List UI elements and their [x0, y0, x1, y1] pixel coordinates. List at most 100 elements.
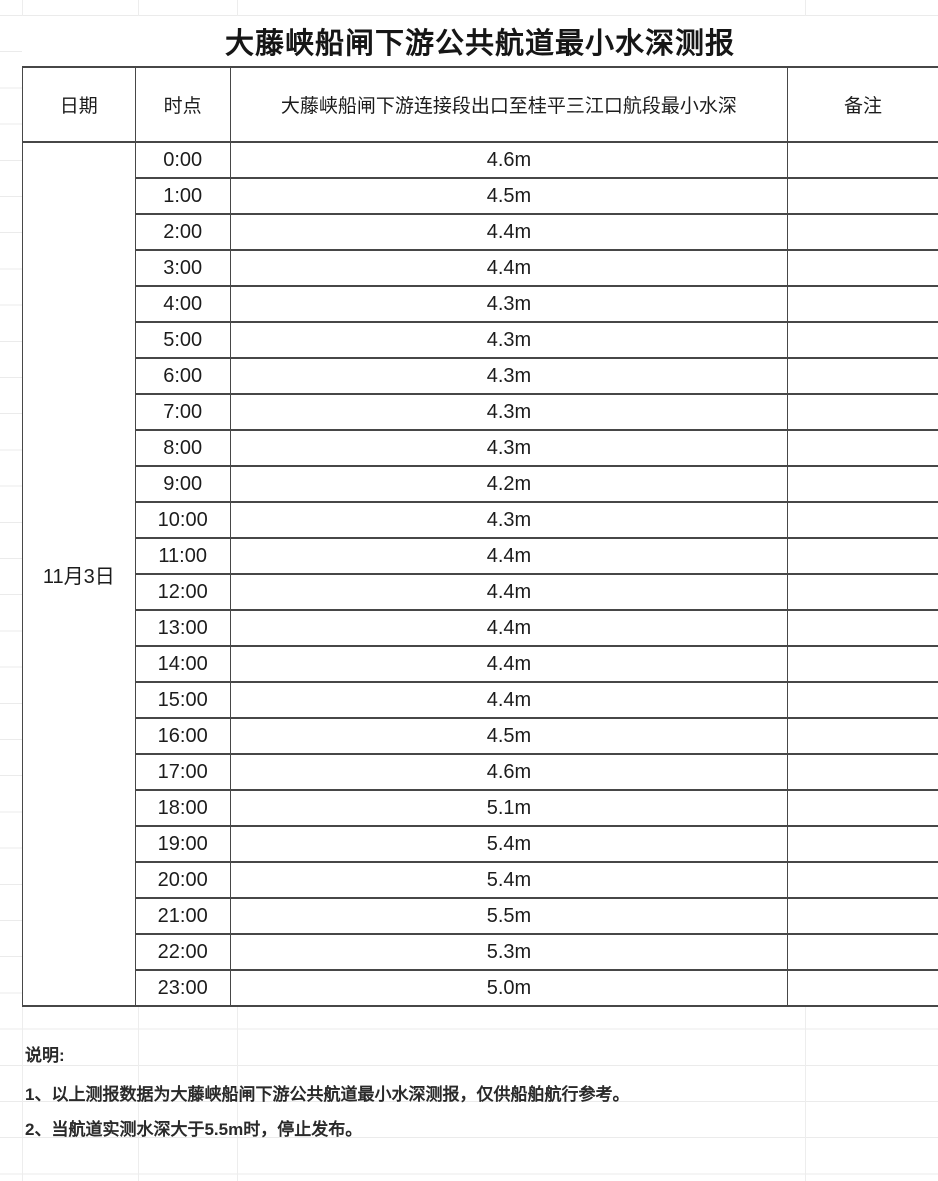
- time-cell: 14:00: [134, 645, 231, 683]
- table-row: 17:00 4.6m: [23, 753, 938, 791]
- depth-cell: 4.3m: [229, 357, 789, 395]
- depth-cell: 4.3m: [229, 501, 789, 539]
- table-row: 1:00 4.5m: [23, 177, 938, 215]
- remark-cell: [787, 537, 938, 575]
- notes-label: 说明:: [25, 1046, 65, 1065]
- depth-cell: 4.4m: [229, 573, 789, 611]
- table-row: 11:00 4.4m: [23, 537, 938, 575]
- time-cell: 1:00: [134, 177, 231, 215]
- title-row: 大藤峡船闸下游公共航道最小水深测报: [22, 16, 938, 66]
- time-cell: 12:00: [134, 573, 231, 611]
- depth-table-body: 11月3日 0:00 4.6m 1:00 4.5m 2:00 4.4m 3:00 4.4m 4:0…: [22, 141, 938, 1007]
- table-row: 15:00 4.4m: [23, 681, 938, 719]
- remark-cell: [787, 429, 938, 467]
- remark-cell: [787, 285, 938, 323]
- table-row: 6:00 4.3m: [23, 357, 938, 395]
- table-row: 12:00 4.4m: [23, 573, 938, 611]
- remark-cell: [787, 213, 938, 251]
- table-row: 10:00 4.3m: [23, 501, 938, 539]
- table-row: 9:00 4.2m: [23, 465, 938, 503]
- time-cell: 3:00: [134, 249, 231, 287]
- depth-cell: 4.3m: [229, 321, 789, 359]
- depth-cell: 4.6m: [229, 141, 789, 179]
- depth-cell: 4.3m: [229, 393, 789, 431]
- remark-cell: [787, 177, 938, 215]
- time-cell: 22:00: [134, 933, 231, 971]
- depth-cell: 4.3m: [229, 429, 789, 467]
- table-row: 19:00 5.4m: [23, 825, 938, 863]
- notes-section: 说明: 1、以上测报数据为大藤峡船闸下游公共航道最小水深测报，仅供船舶航行参考。…: [25, 1046, 915, 1140]
- remark-cell: [787, 141, 938, 179]
- date-cell: 11月3日: [22, 141, 136, 1007]
- table-row: 18:00 5.1m: [23, 789, 938, 827]
- table-row: 2:00 4.4m: [23, 213, 938, 251]
- depth-cell: 5.5m: [229, 897, 789, 935]
- depth-cell: 4.4m: [229, 609, 789, 647]
- remark-cell: [787, 501, 938, 539]
- table-row: 7:00 4.3m: [23, 393, 938, 431]
- time-cell: 20:00: [134, 861, 231, 899]
- time-cell: 6:00: [134, 357, 231, 395]
- time-cell: 19:00: [134, 825, 231, 863]
- time-cell: 13:00: [134, 609, 231, 647]
- remark-cell: [787, 969, 938, 1007]
- table-row: 16:00 4.5m: [23, 717, 938, 755]
- time-cell: 11:00: [134, 537, 231, 575]
- depth-cell: 4.4m: [229, 249, 789, 287]
- table-row: 3:00 4.4m: [23, 249, 938, 287]
- depth-cell: 5.4m: [229, 825, 789, 863]
- remark-cell: [787, 357, 938, 395]
- remark-cell: [787, 897, 938, 935]
- time-cell: 4:00: [134, 285, 231, 323]
- remark-cell: [787, 465, 938, 503]
- time-cell: 15:00: [134, 681, 231, 719]
- remark-cell: [787, 321, 938, 359]
- table-row: 13:00 4.4m: [23, 609, 938, 647]
- note-item: 1、以上测报数据为大藤峡船闸下游公共航道最小水深测报，仅供船舶航行参考。: [25, 1085, 630, 1104]
- remark-cell: [787, 789, 938, 827]
- time-cell: 21:00: [134, 897, 231, 935]
- header-depth: 大藤峡船闸下游连接段出口至桂平三江口航段最小水深: [229, 66, 789, 143]
- time-cell: 5:00: [134, 321, 231, 359]
- time-cell: 17:00: [134, 753, 231, 791]
- depth-cell: 5.4m: [229, 861, 789, 899]
- remark-cell: [787, 249, 938, 287]
- header-row: 日期 时点 大藤峡船闸下游连接段出口至桂平三江口航段最小水深 备注: [22, 66, 938, 143]
- remark-cell: [787, 825, 938, 863]
- depth-cell: 5.3m: [229, 933, 789, 971]
- depth-cell: 4.2m: [229, 465, 789, 503]
- table-header: 日期 时点 大藤峡船闸下游连接段出口至桂平三江口航段最小水深 备注: [22, 66, 938, 143]
- remark-cell: [787, 573, 938, 611]
- depth-cell: 4.6m: [229, 753, 789, 791]
- remark-cell: [787, 861, 938, 899]
- table-row: 14:00 4.4m: [23, 645, 938, 683]
- time-cell: 9:00: [134, 465, 231, 503]
- depth-cell: 4.5m: [229, 717, 789, 755]
- remark-cell: [787, 609, 938, 647]
- depth-cell: 5.0m: [229, 969, 789, 1007]
- remark-cell: [787, 717, 938, 755]
- header-date: 日期: [22, 66, 136, 143]
- depth-cell: 4.3m: [229, 285, 789, 323]
- remark-cell: [787, 681, 938, 719]
- time-cell: 2:00: [134, 213, 231, 251]
- depth-cell: 4.4m: [229, 645, 789, 683]
- time-cell: 7:00: [134, 393, 231, 431]
- table-row: 22:00 5.3m: [23, 933, 938, 971]
- depth-cell: 4.4m: [229, 213, 789, 251]
- depth-cell: 4.5m: [229, 177, 789, 215]
- remark-cell: [787, 933, 938, 971]
- minimum-depth-table: 日期 时点 大藤峡船闸下游连接段出口至桂平三江口航段最小水深 备注 11月3日 0…: [22, 66, 938, 1007]
- header-time: 时点: [134, 66, 231, 143]
- time-cell: 0:00: [134, 141, 231, 179]
- remark-cell: [787, 393, 938, 431]
- time-cell: 16:00: [134, 717, 231, 755]
- header-remark: 备注: [787, 66, 938, 143]
- table-row: 4:00 4.3m: [23, 285, 938, 323]
- table-row: 8:00 4.3m: [23, 429, 938, 467]
- table-row: 5:00 4.3m: [23, 321, 938, 359]
- table-row: 21:00 5.5m: [23, 897, 938, 935]
- depth-cell: 5.1m: [229, 789, 789, 827]
- remark-cell: [787, 645, 938, 683]
